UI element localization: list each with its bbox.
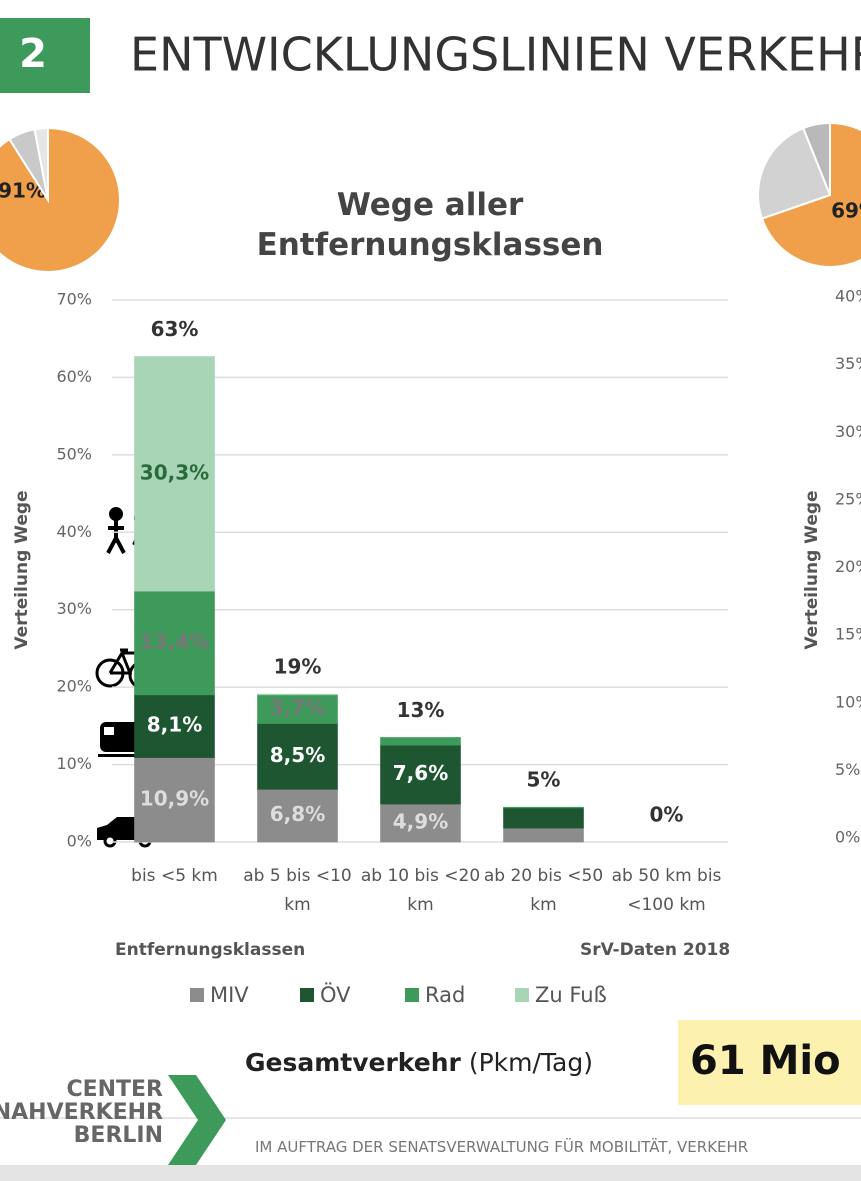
legend-label: MIV (210, 983, 249, 1007)
bar-label: 3,7% (270, 696, 325, 720)
total-label: 13% (397, 698, 445, 722)
bar-label: 6,8% (270, 802, 325, 826)
bar-label: 13,4% (140, 630, 209, 654)
bar-segment (503, 806, 584, 809)
pie-label: 69% (831, 199, 861, 223)
header-box (0, 18, 90, 93)
y-tick-label: 40% (835, 287, 861, 306)
y-tick-label: 30% (835, 422, 861, 441)
total-label: 63% (151, 317, 199, 341)
y-tick-label: 60% (56, 367, 92, 386)
pie-slice (760, 121, 861, 268)
bar-segment (257, 789, 338, 843)
x-tick-label: ab 10 bis <20 km (360, 866, 481, 915)
total-label: 5% (527, 768, 561, 792)
header-number: 2 (19, 31, 47, 77)
y-tick-label: 15% (835, 625, 861, 644)
y-tick-label: 5% (835, 760, 860, 779)
chart-title: Wege aller Entfernungsklassen (256, 187, 604, 263)
bar-segment (503, 827, 584, 843)
pie-slice (33, 126, 49, 201)
bar-label: 30,3% (140, 460, 209, 484)
footer-text: IM AUFTRAG DER SENATSVERWALTUNG FÜR MOBI… (255, 1138, 749, 1156)
footer-strip (0, 1165, 861, 1181)
bar-label: 4,9% (393, 810, 448, 834)
x-tick-label: ab 5 bis <10 km (243, 866, 352, 915)
logo-line: BERLIN (73, 1123, 163, 1148)
summary-value: 61 Mio (690, 1038, 841, 1084)
bar-segment (380, 737, 461, 746)
x-tick-label: ab 50 km bis <100 km (611, 866, 722, 915)
legend-swatch (300, 988, 314, 1002)
y-axis-label: Verteilung Wege (12, 490, 32, 649)
bar-segment (257, 693, 338, 696)
legend-swatch (405, 988, 419, 1002)
y-tick-label: 10% (56, 754, 92, 773)
y-tick-label: 70% (56, 290, 92, 309)
bar-segment (380, 744, 461, 805)
y-tick-label: 20% (56, 677, 92, 696)
pie-slice (801, 121, 831, 196)
y-tick-label: 50% (56, 444, 92, 463)
logo: CENTER NAHVERKEHR BERLIN (0, 1078, 163, 1147)
logo-line: NAHVERKEHR (0, 1100, 163, 1125)
legend-swatch (515, 988, 529, 1002)
bar-label: 10,9% (140, 786, 209, 810)
bar-segment (134, 757, 215, 843)
legend-swatch (190, 988, 204, 1002)
icon-train (98, 722, 144, 757)
total-label: 19% (274, 655, 322, 679)
bar-segment (134, 694, 215, 758)
y-axis-label: Verteilung Wege (802, 490, 822, 649)
y-tick-label: 30% (56, 599, 92, 618)
total-label: 0% (650, 803, 684, 827)
y-tick-label: 0% (67, 832, 92, 851)
x-tick-label: ab 20 bis <50 km (483, 866, 604, 915)
bar-label: 7,6% (393, 761, 448, 785)
y-tick-label: 10% (835, 692, 861, 711)
source: SrV-Daten 2018 (580, 940, 731, 960)
legend-label: Rad (425, 983, 465, 1007)
bar-segment (503, 807, 584, 829)
logo-chevron (168, 1075, 226, 1165)
y-tick-label: 0% (835, 828, 860, 847)
bar-segment (134, 356, 215, 592)
y-tick-label: 20% (835, 557, 861, 576)
bar-label: 8,1% (147, 713, 202, 737)
y-tick-label: 40% (56, 522, 92, 541)
bar-segment (134, 590, 215, 696)
y-tick-label: 25% (835, 489, 861, 508)
summary-unit: (Pkm/Tag) (468, 1048, 593, 1077)
bar-label: 8,5% (270, 743, 325, 767)
x-axis-label: Entfernungsklassen (115, 940, 306, 960)
summary-label: Gesamtverkehr (245, 1048, 461, 1077)
y-tick-label: 35% (835, 354, 861, 373)
header-title: ENTWICKLUNGSLINIEN VERKEHR (130, 28, 861, 82)
logo-line: CENTER (66, 1077, 163, 1102)
pie-slice (0, 126, 121, 273)
summary-box (678, 1020, 861, 1105)
x-tick-label: bis <5 km (131, 866, 218, 886)
legend-label: ÖV (320, 982, 351, 1007)
legend-label: Zu Fuß (535, 983, 607, 1007)
summary: Gesamtverkehr (Pkm/Tag) (245, 1048, 593, 1077)
